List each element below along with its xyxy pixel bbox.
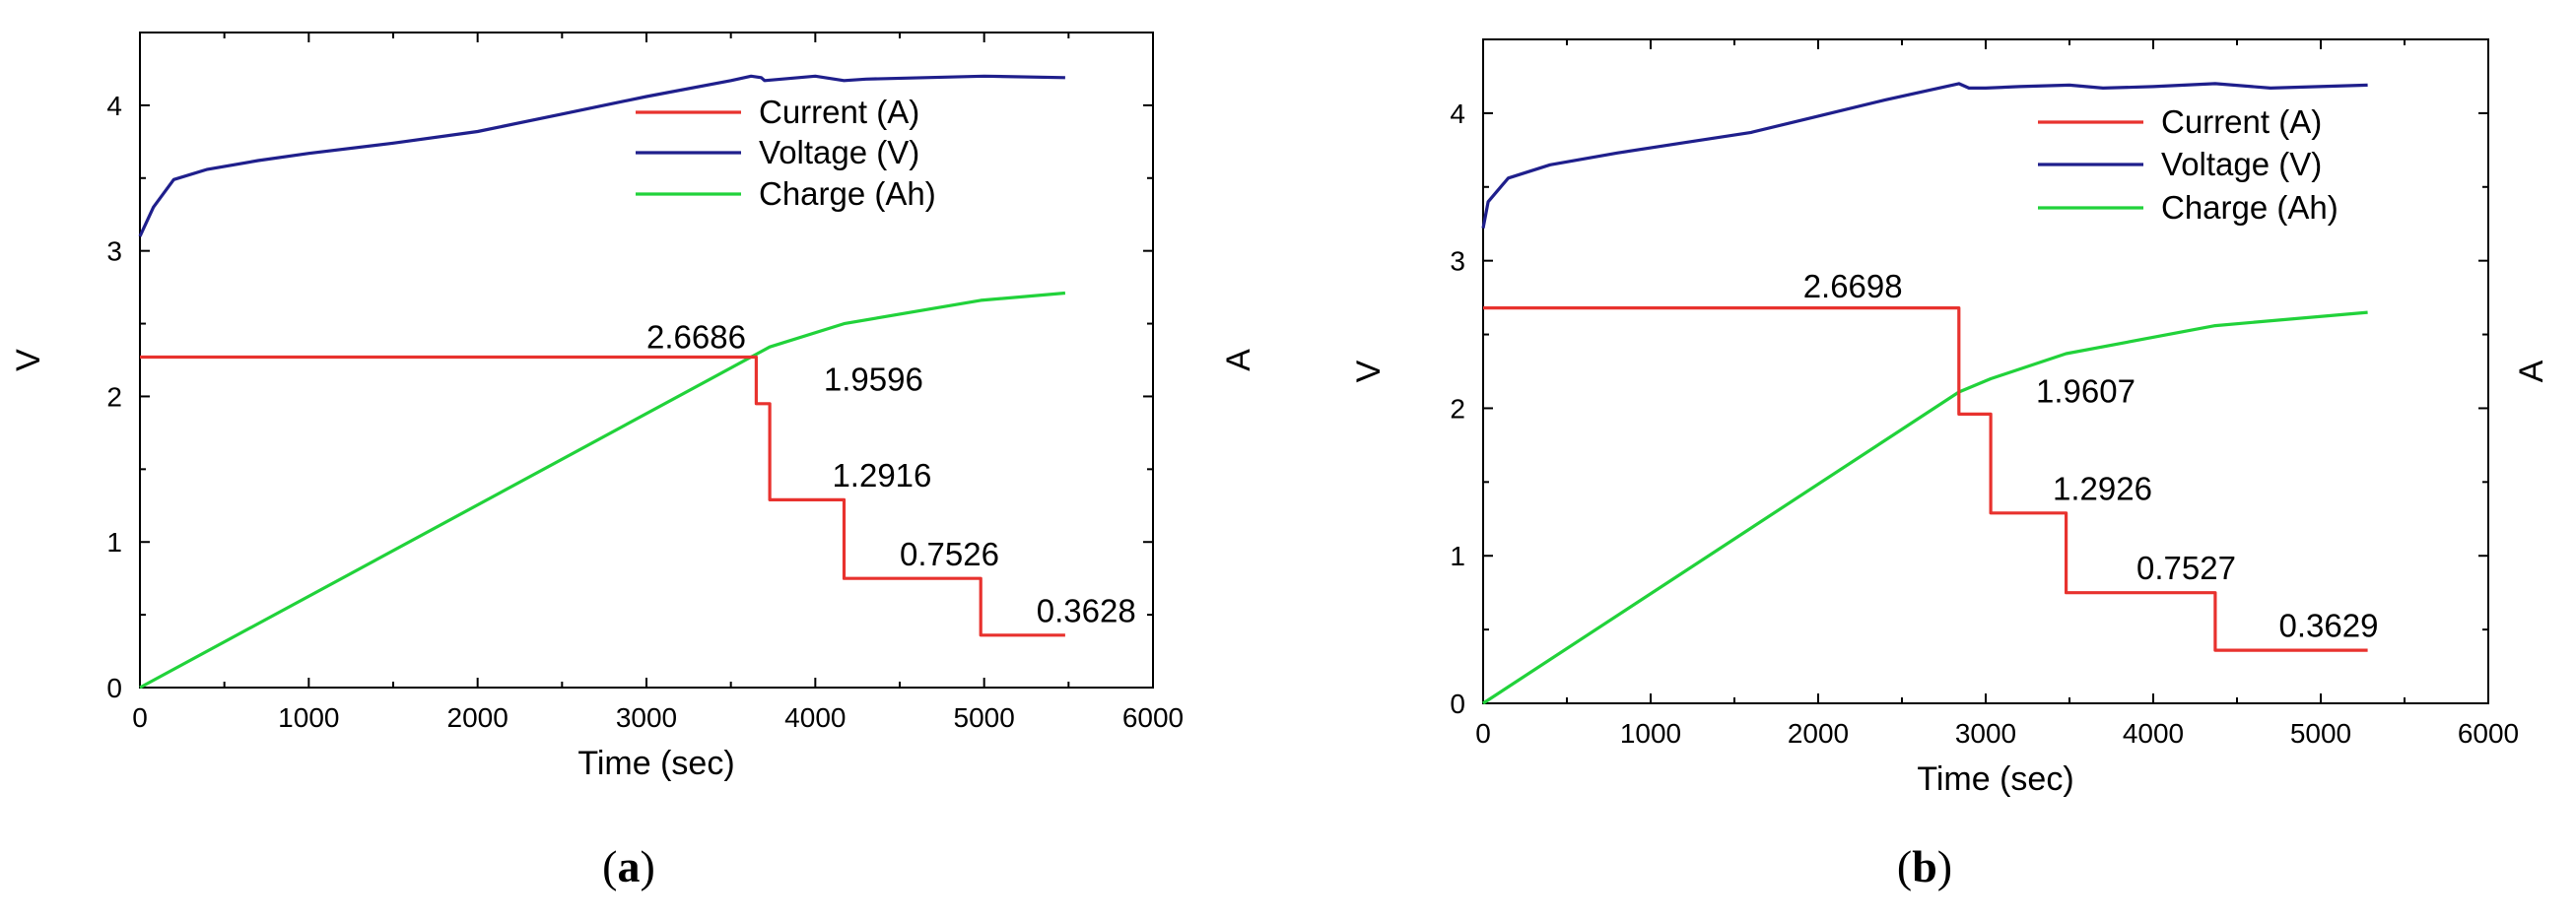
x-tick-label: 1000 xyxy=(1620,718,1681,749)
y-tick-label: 4 xyxy=(106,91,122,121)
x-tick-label: 6000 xyxy=(1122,702,1184,733)
x-tick-label: 3000 xyxy=(1955,718,2016,749)
y2-axis-label: A xyxy=(1220,349,1257,371)
x-tick-label: 4000 xyxy=(2123,718,2184,749)
y-axis-label: V xyxy=(10,349,47,371)
step-value-label: 0.3629 xyxy=(2279,608,2379,644)
step-value-label: 2.6686 xyxy=(646,319,746,356)
step-value-label: 1.2916 xyxy=(832,457,931,494)
plot-frame xyxy=(139,32,1154,689)
x-tick-label: 0 xyxy=(132,702,148,733)
y-tick-label: 1 xyxy=(1450,541,1465,571)
step-value-label: 0.3628 xyxy=(1037,593,1136,629)
x-tick-label: 5000 xyxy=(2290,718,2351,749)
y-tick-label: 0 xyxy=(1450,689,1465,719)
series-charge-line xyxy=(1482,310,2368,705)
legend-label: Charge (Ah) xyxy=(759,175,936,212)
x-tick-label: 4000 xyxy=(784,702,846,733)
x-tick-label: 2000 xyxy=(447,702,508,733)
y-tick-label: 3 xyxy=(1450,246,1465,277)
chart-panel-a: 0 1000 2000 3000 4000 5000 6000 0 1 2 3 4 Time (sec)… xyxy=(10,32,1257,891)
legend-label: Current (A) xyxy=(759,94,919,130)
legend-label: Current (A) xyxy=(2161,103,2322,140)
series-voltage-line xyxy=(1481,82,2368,229)
y2-axis-label: A xyxy=(2513,360,2550,382)
y-tick-label: 0 xyxy=(106,673,122,703)
caption-paren-open: ( xyxy=(602,841,617,891)
y-tick-label: 2 xyxy=(106,381,122,412)
panel-caption: (b) xyxy=(1897,841,1952,891)
x-tick-label: 0 xyxy=(1475,718,1491,749)
x-axis-label: Time (sec) xyxy=(577,745,734,782)
y-tick-label: 1 xyxy=(106,527,122,558)
x-tick-label: 5000 xyxy=(954,702,1015,733)
legend: Current (A) Voltage (V) Charge (Ah) xyxy=(2038,103,2339,226)
y-tick-label: 3 xyxy=(106,236,122,267)
legend-label: Voltage (V) xyxy=(759,134,919,170)
series-voltage-line xyxy=(138,74,1065,237)
step-value-label: 1.9596 xyxy=(824,362,923,398)
legend: Current (A) Voltage (V) Charge (Ah) xyxy=(636,94,936,212)
x-tick-label: 2000 xyxy=(1788,718,1849,749)
step-value-label: 1.2926 xyxy=(2053,470,2152,506)
y-axis-label: V xyxy=(1350,360,1388,382)
x-axis-label: Time (sec) xyxy=(1917,760,2073,798)
x-tick-label: 3000 xyxy=(616,702,677,733)
legend-label: Charge (Ah) xyxy=(2161,189,2339,226)
step-value-label: 1.9607 xyxy=(2036,372,2135,409)
y-tick-label: 2 xyxy=(1450,393,1465,424)
step-value-label: 2.6698 xyxy=(1803,268,1903,304)
series-current-line xyxy=(1483,306,2368,652)
series-current-line xyxy=(140,355,1065,637)
series-charge-line xyxy=(139,291,1066,690)
caption-paren-close: ) xyxy=(641,841,655,891)
caption-letter: b xyxy=(1912,841,1937,891)
y-tick-label: 4 xyxy=(1450,99,1465,129)
x-tick-label: 1000 xyxy=(278,702,339,733)
legend-label: Voltage (V) xyxy=(2161,146,2322,182)
caption-paren-close: ) xyxy=(1937,841,1952,891)
caption-letter: a xyxy=(618,841,641,891)
chart-panel-b: 0 1000 2000 3000 4000 5000 6000 0 1 2 3 4 Time (sec)… xyxy=(1350,38,2550,891)
panel-caption: (a) xyxy=(602,841,655,891)
step-value-label: 0.7527 xyxy=(2136,550,2236,586)
step-value-label: 0.7526 xyxy=(900,536,999,572)
caption-paren-open: ( xyxy=(1897,841,1912,891)
x-tick-label: 6000 xyxy=(2458,718,2519,749)
